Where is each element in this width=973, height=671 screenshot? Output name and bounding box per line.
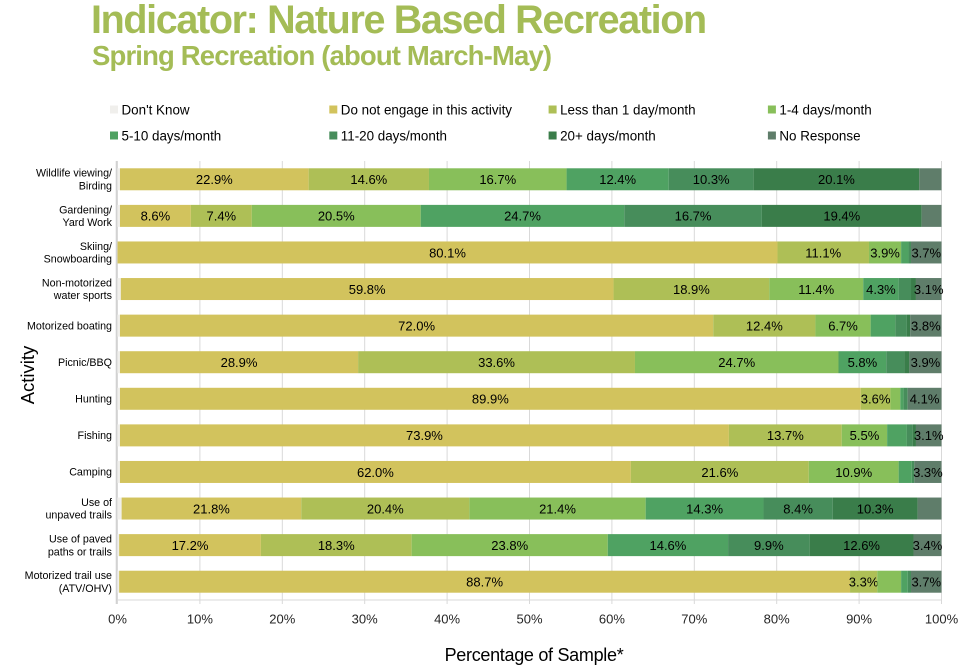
svg-text:3.8%: 3.8% [911,318,941,333]
svg-text:1-4 days/month: 1-4 days/month [779,103,871,118]
svg-text:Birding: Birding [79,180,112,192]
svg-text:Gardening/: Gardening/ [59,204,112,216]
svg-text:19.4%: 19.4% [823,209,860,224]
svg-text:Less than 1 day/month: Less than 1 day/month [560,103,695,118]
svg-text:9.9%: 9.9% [754,538,784,553]
svg-text:Non-motorized: Non-motorized [42,277,112,289]
svg-text:7.4%: 7.4% [206,209,236,224]
svg-text:3.7%: 3.7% [911,575,941,590]
svg-text:14.6%: 14.6% [350,172,387,187]
svg-text:3.3%: 3.3% [849,575,879,590]
svg-text:Motorized trail use: Motorized trail use [25,570,112,582]
svg-text:28.9%: 28.9% [221,355,258,370]
svg-text:4.3%: 4.3% [866,282,896,297]
svg-text:10.3%: 10.3% [857,501,894,516]
svg-text:Fishing: Fishing [78,430,113,442]
svg-text:Skiing/: Skiing/ [80,241,112,253]
svg-text:21.4%: 21.4% [539,501,576,516]
svg-text:Don't Know: Don't Know [122,103,190,118]
svg-text:20%: 20% [269,612,295,627]
svg-text:10.3%: 10.3% [693,172,730,187]
svg-text:73.9%: 73.9% [406,428,443,443]
svg-text:72.0%: 72.0% [398,318,435,333]
svg-text:14.3%: 14.3% [686,501,723,516]
svg-text:5.5%: 5.5% [850,428,880,443]
svg-text:unpaved trails: unpaved trails [45,510,112,522]
svg-text:16.7%: 16.7% [479,172,516,187]
svg-text:17.2%: 17.2% [172,538,209,553]
svg-text:11.1%: 11.1% [805,245,841,260]
svg-text:80%: 80% [764,612,790,627]
svg-text:20.4%: 20.4% [367,501,404,516]
svg-text:Wildlife viewing/: Wildlife viewing/ [36,168,112,180]
svg-text:20+ days/month: 20+ days/month [560,129,656,144]
svg-text:12.4%: 12.4% [599,172,636,187]
svg-text:88.7%: 88.7% [466,575,503,590]
svg-text:60%: 60% [599,612,625,627]
svg-text:20.5%: 20.5% [318,209,355,224]
svg-text:24.7%: 24.7% [504,209,541,224]
svg-text:12.6%: 12.6% [843,538,880,553]
svg-text:40%: 40% [434,612,460,627]
svg-text:62.0%: 62.0% [357,465,394,480]
svg-text:3.3%: 3.3% [913,465,943,480]
svg-text:14.6%: 14.6% [649,538,686,553]
svg-text:3.1%: 3.1% [914,428,944,443]
svg-text:100%: 100% [925,612,959,627]
svg-text:water sports: water sports [53,290,112,302]
svg-text:Yard Work: Yard Work [63,217,113,229]
svg-text:23.8%: 23.8% [491,538,528,553]
svg-text:3.9%: 3.9% [911,355,941,370]
svg-text:21.8%: 21.8% [193,501,230,516]
svg-text:21.6%: 21.6% [701,465,738,480]
svg-text:30%: 30% [352,612,378,627]
svg-text:3.9%: 3.9% [870,245,900,260]
svg-text:70%: 70% [681,612,707,627]
svg-text:12.4%: 12.4% [746,318,783,333]
svg-text:18.3%: 18.3% [318,538,355,553]
svg-text:10.9%: 10.9% [835,465,872,480]
svg-text:8.4%: 8.4% [783,501,813,516]
svg-text:Hunting: Hunting [75,393,112,405]
svg-text:4.1%: 4.1% [910,392,940,407]
svg-text:13.7%: 13.7% [767,428,804,443]
svg-text:6.7%: 6.7% [828,318,858,333]
svg-text:paths or trails: paths or trails [48,546,112,558]
svg-text:Motorized boating: Motorized boating [27,320,112,332]
svg-text:33.6%: 33.6% [478,355,515,370]
svg-text:(ATV/OHV): (ATV/OHV) [59,583,112,595]
svg-text:No Response: No Response [779,129,860,144]
svg-text:Camping: Camping [69,467,112,479]
svg-text:18.9%: 18.9% [673,282,710,297]
svg-text:80.1%: 80.1% [429,245,466,260]
svg-text:3.7%: 3.7% [911,245,941,260]
svg-text:11-20 days/month: 11-20 days/month [341,129,447,144]
svg-text:90%: 90% [846,612,872,627]
svg-text:0%: 0% [108,612,127,627]
svg-text:Picnic/BBQ: Picnic/BBQ [58,357,112,369]
svg-text:Do not engage in this activity: Do not engage in this activity [341,103,513,118]
svg-text:Use of paved: Use of paved [49,534,112,546]
svg-text:8.6%: 8.6% [141,209,171,224]
svg-text:Percentage of Sample*: Percentage of Sample* [445,645,624,665]
svg-text:Snowboarding: Snowboarding [44,254,112,266]
svg-text:5-10 days/month: 5-10 days/month [122,129,222,144]
svg-text:59.8%: 59.8% [349,282,386,297]
svg-text:10%: 10% [187,612,213,627]
svg-text:3.4%: 3.4% [913,538,943,553]
svg-text:89.9%: 89.9% [472,392,509,407]
svg-text:3.1%: 3.1% [914,282,944,297]
svg-text:16.7%: 16.7% [675,209,712,224]
svg-text:22.9%: 22.9% [196,172,233,187]
svg-text:50%: 50% [516,612,542,627]
svg-text:24.7%: 24.7% [718,355,755,370]
svg-text:20.1%: 20.1% [818,172,855,187]
svg-text:Activity: Activity [17,345,38,404]
svg-text:3.6%: 3.6% [861,392,891,407]
svg-text:5.8%: 5.8% [848,355,878,370]
svg-text:Use of: Use of [81,497,112,509]
svg-text:11.4%: 11.4% [798,282,834,297]
